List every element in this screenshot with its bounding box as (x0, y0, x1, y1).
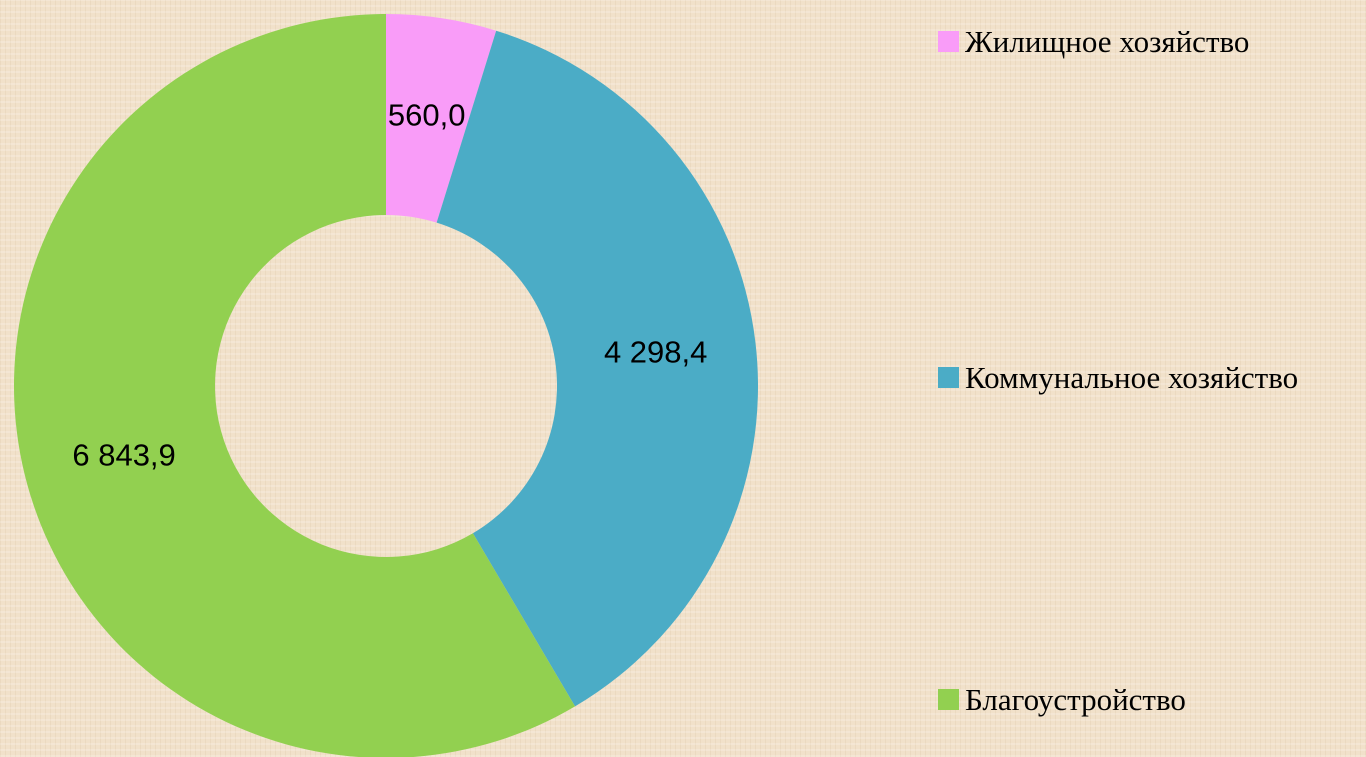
chart: 560,0 4 298,4 6 843,9 (14, 14, 759, 757)
legend-label: Коммунальное хозяйство (965, 360, 1299, 395)
donut-slice (14, 14, 576, 757)
donut-slice (436, 30, 759, 707)
legend-swatch (938, 31, 959, 52)
legend-item: Благоустройство (938, 680, 1366, 720)
data-label: 6 843,9 (72, 438, 175, 473)
donut-slice (386, 14, 497, 223)
legend-swatch (938, 689, 959, 710)
legend-swatch (938, 367, 959, 388)
legend-item: Жилищное хозяйство (938, 22, 1366, 62)
legend-item: Коммунальное хозяйство (938, 358, 1366, 398)
data-label: 4 298,4 (604, 335, 707, 370)
data-label: 560,0 (388, 98, 466, 133)
legend-label: Жилищное хозяйство (965, 24, 1250, 59)
legend-label: Благоустройство (965, 682, 1186, 717)
